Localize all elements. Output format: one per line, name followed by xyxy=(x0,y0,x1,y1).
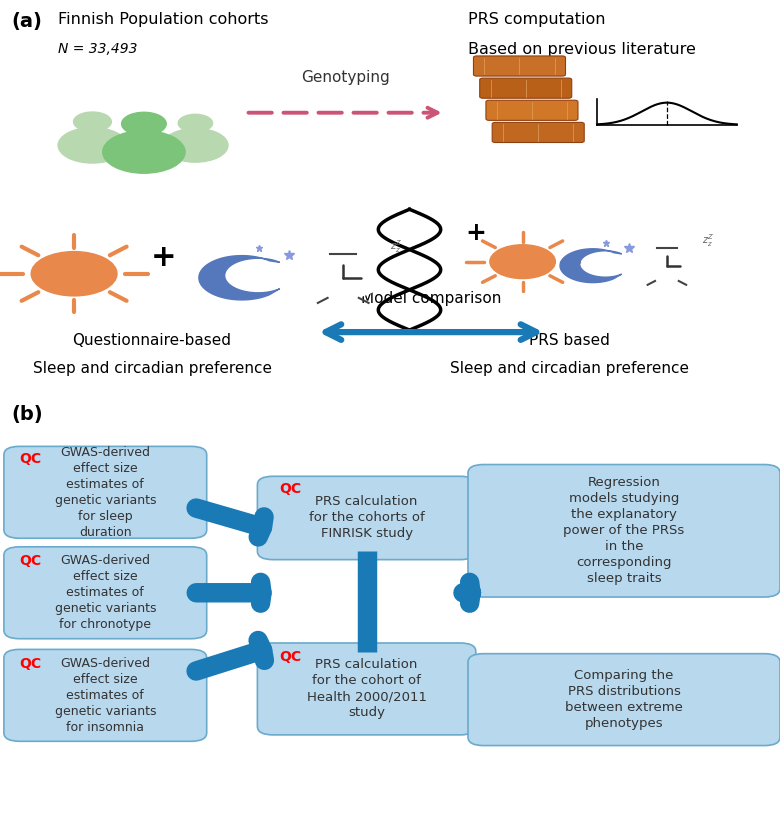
Text: Sleep and circadian preference: Sleep and circadian preference xyxy=(450,361,689,376)
Text: Regression
models studying
the explanatory
power of the PRSs
in the
correspondin: Regression models studying the explanato… xyxy=(563,476,685,585)
Text: Questionnaire-based: Questionnaire-based xyxy=(73,333,232,348)
Text: (a): (a) xyxy=(12,12,43,31)
FancyBboxPatch shape xyxy=(4,447,207,539)
Text: N = 33,493: N = 33,493 xyxy=(58,42,138,56)
Text: PRS calculation
for the cohort of
Health 2000/2011
study: PRS calculation for the cohort of Health… xyxy=(307,658,427,720)
Circle shape xyxy=(73,112,112,131)
FancyBboxPatch shape xyxy=(492,122,584,143)
Circle shape xyxy=(490,245,555,279)
Text: PRS computation: PRS computation xyxy=(468,12,605,27)
Text: Genotyping: Genotyping xyxy=(301,70,390,85)
Text: $z^Z_z$: $z^Z_z$ xyxy=(390,237,402,255)
Text: +: + xyxy=(151,243,176,272)
Text: Finnish Population cohorts: Finnish Population cohorts xyxy=(58,12,269,27)
Polygon shape xyxy=(199,256,279,300)
Text: GWAS-derived
effect size
estimates of
genetic variants
for insomnia: GWAS-derived effect size estimates of ge… xyxy=(55,657,156,734)
Circle shape xyxy=(644,248,657,255)
Text: QC: QC xyxy=(20,657,41,671)
Text: PRS calculation
for the cohorts of
FINRISK study: PRS calculation for the cohorts of FINRI… xyxy=(309,496,424,540)
Text: QC: QC xyxy=(279,481,301,496)
Circle shape xyxy=(356,254,374,263)
Text: $z^Z_z$: $z^Z_z$ xyxy=(703,232,714,249)
Text: (b): (b) xyxy=(12,405,44,423)
FancyBboxPatch shape xyxy=(480,78,572,98)
Circle shape xyxy=(58,128,126,163)
Circle shape xyxy=(178,115,212,132)
Circle shape xyxy=(304,257,382,298)
Circle shape xyxy=(677,248,690,255)
Text: Sleep and circadian preference: Sleep and circadian preference xyxy=(33,361,271,376)
Text: Based on previous literature: Based on previous literature xyxy=(468,42,696,57)
FancyBboxPatch shape xyxy=(4,649,207,741)
Text: Model comparison: Model comparison xyxy=(361,291,502,306)
Circle shape xyxy=(122,112,166,135)
FancyBboxPatch shape xyxy=(257,643,476,735)
Polygon shape xyxy=(560,249,622,282)
FancyBboxPatch shape xyxy=(473,56,566,76)
Circle shape xyxy=(637,251,697,281)
Text: GWAS-derived
effect size
estimates of
genetic variants
for chronotype: GWAS-derived effect size estimates of ge… xyxy=(55,554,156,632)
FancyBboxPatch shape xyxy=(468,654,780,745)
Circle shape xyxy=(163,129,228,162)
Circle shape xyxy=(314,254,331,263)
Text: GWAS-derived
effect size
estimates of
genetic variants
for sleep
duration: GWAS-derived effect size estimates of ge… xyxy=(55,446,156,539)
FancyBboxPatch shape xyxy=(468,465,780,597)
Text: +: + xyxy=(466,222,486,246)
Circle shape xyxy=(31,251,117,295)
Text: Comparing the
PRS distributions
between extreme
phenotypes: Comparing the PRS distributions between … xyxy=(565,669,683,730)
FancyBboxPatch shape xyxy=(4,547,207,639)
Circle shape xyxy=(103,130,185,173)
Text: QC: QC xyxy=(20,452,41,466)
Text: QC: QC xyxy=(279,651,301,665)
Text: PRS based: PRS based xyxy=(529,333,610,348)
FancyBboxPatch shape xyxy=(486,100,578,120)
FancyBboxPatch shape xyxy=(257,476,476,559)
Text: QC: QC xyxy=(20,554,41,569)
